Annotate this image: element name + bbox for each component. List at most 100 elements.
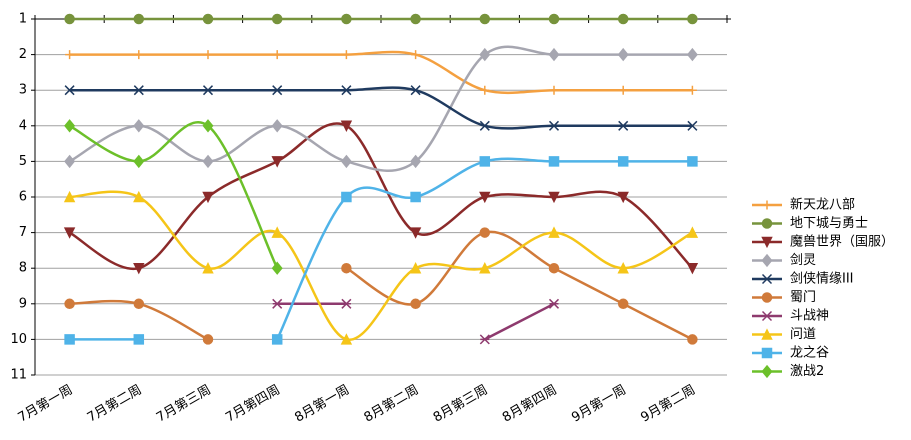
legend-label: 蜀门 — [790, 290, 816, 305]
marker — [133, 190, 145, 203]
marker — [203, 50, 213, 60]
marker — [64, 154, 76, 169]
marker — [761, 236, 773, 249]
marker — [64, 334, 75, 345]
x-tick-label: 8月第一周 — [292, 383, 352, 426]
marker — [272, 85, 283, 96]
legend-label: 龙之谷 — [790, 346, 829, 361]
marker — [271, 156, 283, 168]
marker — [64, 85, 75, 96]
marker — [687, 334, 698, 345]
series-line — [68, 122, 694, 271]
marker — [548, 191, 560, 204]
marker — [479, 13, 491, 25]
marker — [341, 191, 352, 203]
marker — [761, 347, 773, 359]
marker — [134, 50, 144, 60]
legend-label: 问道 — [790, 327, 816, 342]
series-line — [277, 302, 555, 341]
marker — [686, 47, 698, 62]
marker — [133, 13, 145, 25]
marker — [341, 262, 352, 274]
marker — [340, 120, 353, 132]
marker — [687, 156, 698, 167]
marker — [618, 120, 629, 131]
marker — [64, 13, 75, 25]
marker — [687, 120, 698, 131]
marker — [202, 262, 214, 274]
marker — [548, 262, 560, 274]
marker — [133, 119, 145, 133]
marker — [202, 119, 214, 133]
y-tick-label: 5 — [19, 154, 27, 169]
y-tick-label: 6 — [19, 190, 27, 205]
legend-label: 剑侠情缘III — [790, 271, 854, 287]
series-line — [69, 50, 693, 95]
marker — [63, 227, 76, 239]
marker — [64, 119, 76, 133]
x-tick-label: 7月第二周 — [85, 383, 145, 426]
marker — [761, 253, 773, 268]
y-tick-label: 7 — [19, 225, 27, 240]
marker — [617, 191, 629, 204]
x-tick-label: 7月第三周 — [154, 383, 214, 426]
legend-label: 剑灵 — [790, 252, 816, 268]
marker — [410, 298, 421, 310]
marker — [761, 328, 773, 340]
marker — [479, 120, 490, 131]
marker — [761, 218, 773, 229]
marker — [617, 156, 629, 167]
marker — [64, 298, 75, 310]
marker — [341, 13, 352, 25]
x-tick-label: 7月第一周 — [16, 383, 76, 426]
marker — [548, 156, 560, 167]
marker — [410, 191, 421, 203]
marker — [479, 262, 491, 274]
marker — [548, 298, 560, 309]
x-tick-label: 7月第四周 — [223, 383, 283, 426]
marker — [618, 85, 628, 95]
y-tick-label: 10 — [10, 332, 27, 347]
legend-label: 新天龙八部 — [790, 197, 855, 213]
y-tick-label: 9 — [19, 296, 27, 311]
marker — [409, 227, 422, 239]
legend-label: 激战2 — [790, 364, 824, 379]
marker — [761, 292, 773, 303]
marker — [133, 334, 145, 345]
marker — [63, 190, 76, 203]
marker — [409, 262, 422, 274]
marker — [479, 334, 490, 345]
marker — [271, 119, 283, 133]
marker — [341, 50, 351, 60]
marker — [761, 273, 773, 285]
marker — [762, 200, 772, 210]
series-line — [68, 121, 279, 269]
marker — [617, 262, 629, 274]
series-line — [69, 190, 694, 341]
marker — [202, 191, 214, 204]
x-tick-label: 8月第二周 — [362, 383, 422, 426]
y-tick-label: 2 — [19, 47, 27, 62]
marker — [202, 334, 214, 345]
marker — [65, 50, 75, 60]
marker — [687, 13, 698, 25]
marker — [479, 227, 491, 238]
marker — [761, 364, 773, 379]
x-tick-label: 9月第一周 — [569, 383, 629, 426]
marker — [341, 298, 352, 309]
marker — [480, 85, 490, 95]
y-tick-label: 4 — [19, 118, 27, 133]
marker — [341, 85, 352, 96]
marker — [202, 13, 214, 25]
marker — [271, 13, 283, 25]
marker — [686, 226, 699, 238]
marker — [479, 191, 491, 204]
marker — [617, 298, 629, 310]
marker — [340, 154, 352, 169]
marker — [687, 85, 697, 95]
marker — [271, 334, 283, 345]
marker — [410, 154, 422, 169]
marker — [411, 50, 421, 60]
marker — [410, 85, 421, 96]
marker — [272, 298, 283, 309]
